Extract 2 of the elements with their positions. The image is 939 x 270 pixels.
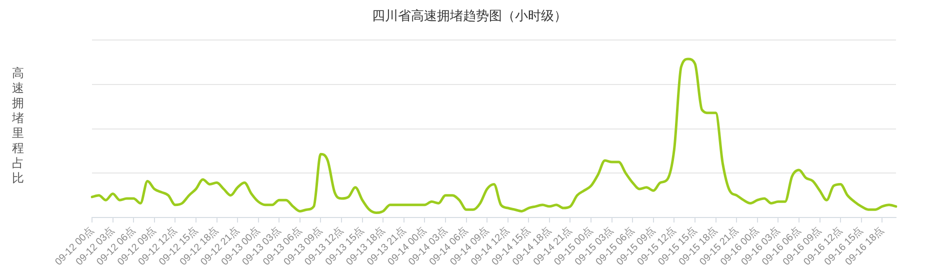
chart-title: 四川省高速拥堵趋势图（小时级） <box>371 7 568 25</box>
y-axis-title: 高速拥堵里程占比 <box>11 66 25 186</box>
